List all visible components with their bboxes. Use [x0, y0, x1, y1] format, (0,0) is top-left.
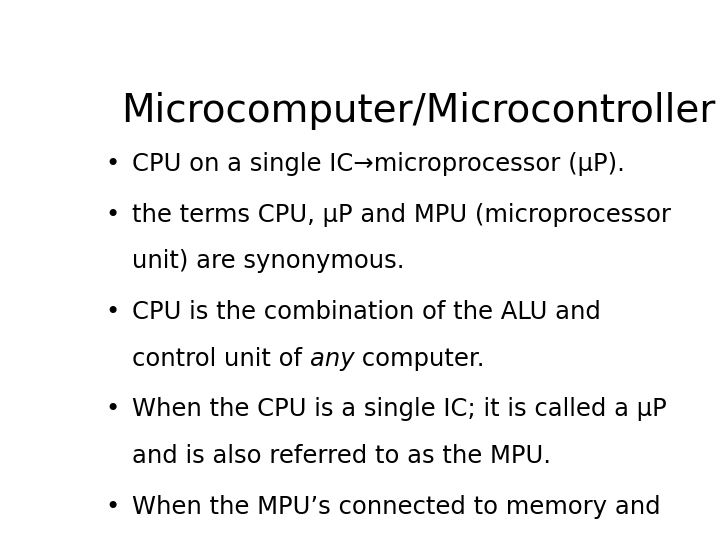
Text: •: • [105, 300, 120, 324]
Text: Microcomputer/Microcontroller: Microcomputer/Microcontroller [121, 92, 715, 130]
Text: unit) are synonymous.: unit) are synonymous. [132, 249, 405, 273]
Text: control unit of: control unit of [132, 347, 310, 371]
Text: CPU is the combination of the ALU and: CPU is the combination of the ALU and [132, 300, 600, 324]
Text: When the MPU’s connected to memory and: When the MPU’s connected to memory and [132, 495, 660, 519]
Text: •: • [105, 397, 120, 421]
Text: •: • [105, 152, 120, 176]
Text: When the CPU is a single IC; it is called a μP: When the CPU is a single IC; it is calle… [132, 397, 667, 421]
Text: CPU on a single IC→microprocessor (μP).: CPU on a single IC→microprocessor (μP). [132, 152, 625, 176]
Text: the terms CPU, μP and MPU (microprocessor: the terms CPU, μP and MPU (microprocesso… [132, 203, 671, 227]
Text: •: • [105, 203, 120, 227]
Text: any: any [310, 347, 354, 371]
Text: computer.: computer. [354, 347, 485, 371]
Text: •: • [105, 495, 120, 519]
Text: and is also referred to as the MPU.: and is also referred to as the MPU. [132, 444, 551, 468]
